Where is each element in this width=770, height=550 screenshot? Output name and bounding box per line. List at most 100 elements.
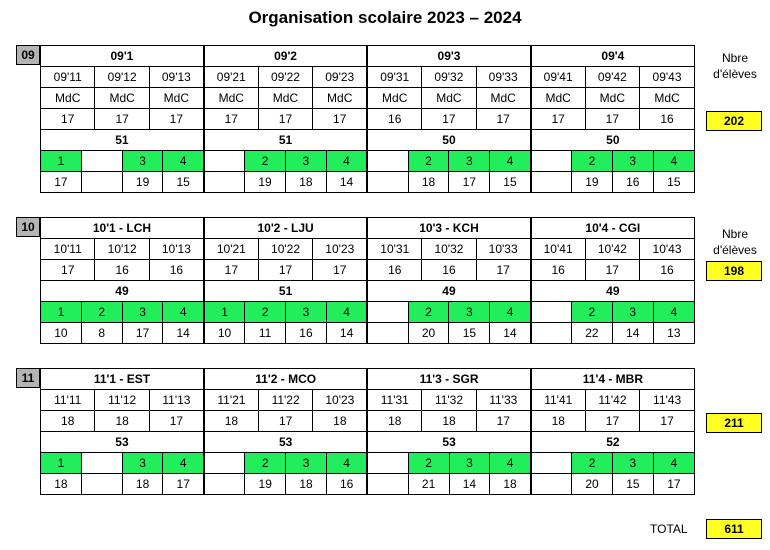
level-cell: 4 bbox=[325, 150, 368, 172]
grade-count-11: 211 bbox=[706, 413, 762, 433]
class-count: 17 bbox=[584, 410, 641, 432]
class-count: 17 bbox=[475, 259, 532, 281]
class-name: 09'13 bbox=[148, 66, 205, 88]
group-sum: 50 bbox=[529, 129, 695, 151]
level-cell: 3 bbox=[285, 452, 327, 474]
level-count bbox=[366, 322, 409, 344]
class-name: 09'22 bbox=[257, 66, 314, 88]
level-cell: 2 bbox=[571, 452, 613, 474]
class-name: 10'41 bbox=[529, 238, 586, 260]
grade-label-11: 11 bbox=[16, 368, 40, 388]
level-cell: 2 bbox=[570, 301, 613, 323]
class-name: 11'13 bbox=[148, 389, 205, 411]
class-name: 10'23 bbox=[312, 389, 368, 411]
class-count: 17 bbox=[257, 259, 314, 281]
class-count: 17 bbox=[639, 410, 695, 432]
level-cell: 2 bbox=[244, 150, 286, 172]
class-name: 10'33 bbox=[475, 238, 532, 260]
grade-label-10: 10 bbox=[16, 217, 40, 237]
group-header: 11'1 - EST bbox=[39, 368, 205, 390]
level-cell: 4 bbox=[489, 301, 532, 323]
class-count: 16 bbox=[366, 108, 423, 130]
level-cell: 4 bbox=[325, 452, 368, 474]
class-mdc: MdC bbox=[475, 87, 532, 109]
class-count: 16 bbox=[148, 259, 205, 281]
class-mdc: MdC bbox=[421, 87, 477, 109]
class-name: 09'43 bbox=[639, 66, 695, 88]
class-name: 09'23 bbox=[312, 66, 368, 88]
level-cell bbox=[80, 452, 123, 474]
class-count: 17 bbox=[148, 108, 205, 130]
level-count bbox=[202, 171, 246, 193]
class-mdc: MdC bbox=[312, 87, 368, 109]
level-count: 18 bbox=[40, 473, 82, 495]
level-count: 17 bbox=[652, 473, 696, 495]
class-count: 17 bbox=[39, 259, 96, 281]
group-header: 11'2 - MCO bbox=[202, 368, 368, 390]
level-cell bbox=[529, 150, 573, 172]
class-count: 18 bbox=[529, 410, 586, 432]
class-mdc: MdC bbox=[148, 87, 205, 109]
level-cell: 4 bbox=[162, 301, 205, 323]
class-count: 18 bbox=[39, 410, 96, 432]
level-cell: 4 bbox=[489, 452, 532, 474]
class-name: 09'31 bbox=[366, 66, 423, 88]
level-count: 21 bbox=[407, 473, 450, 495]
level-count: 17 bbox=[162, 473, 205, 495]
grade-table-11: 11'1 - EST 11'2 - MCO 11'3 - SGR 11'4 - MBR… bbox=[39, 368, 696, 495]
level-count: 15 bbox=[162, 171, 205, 193]
level-count: 19 bbox=[244, 473, 287, 495]
level-count: 14 bbox=[489, 322, 532, 344]
total-value: 611 bbox=[706, 519, 762, 539]
level-count bbox=[529, 473, 573, 495]
class-name: 10'31 bbox=[366, 238, 423, 260]
level-cell: 3 bbox=[448, 452, 491, 474]
group-header: 10'2 - LJU bbox=[202, 217, 368, 239]
class-name: 11'43 bbox=[639, 389, 695, 411]
level-cell: 4 bbox=[162, 452, 205, 474]
class-mdc: MdC bbox=[94, 87, 150, 109]
class-name: 10'13 bbox=[148, 238, 205, 260]
class-mdc: MdC bbox=[529, 87, 586, 109]
group-sum: 51 bbox=[39, 129, 205, 151]
class-count: 17 bbox=[39, 108, 96, 130]
level-count: 18 bbox=[407, 171, 450, 193]
class-name: 09'21 bbox=[202, 66, 259, 88]
level-cell: 4 bbox=[652, 452, 696, 474]
class-name: 09'32 bbox=[421, 66, 477, 88]
level-cell: 1 bbox=[40, 301, 82, 323]
level-count bbox=[366, 171, 409, 193]
class-count: 16 bbox=[94, 259, 150, 281]
class-count: 17 bbox=[202, 259, 259, 281]
level-count: 10 bbox=[202, 322, 246, 344]
class-count: 17 bbox=[584, 108, 641, 130]
level-count bbox=[202, 473, 246, 495]
class-count: 17 bbox=[94, 108, 150, 130]
grade-count-09: 202 bbox=[706, 111, 762, 131]
class-mdc: MdC bbox=[202, 87, 259, 109]
level-cell: 4 bbox=[325, 301, 368, 323]
class-count: 16 bbox=[639, 108, 695, 130]
class-name: 10'42 bbox=[584, 238, 641, 260]
level-cell bbox=[366, 301, 409, 323]
level-count: 14 bbox=[162, 322, 205, 344]
class-count: 16 bbox=[421, 259, 477, 281]
group-sum: 51 bbox=[202, 280, 368, 302]
level-cell: 3 bbox=[121, 150, 164, 172]
level-count: 14 bbox=[325, 171, 368, 193]
level-cell: 4 bbox=[162, 150, 205, 172]
class-count: 17 bbox=[257, 108, 314, 130]
level-cell bbox=[80, 150, 123, 172]
group-sum: 49 bbox=[529, 280, 695, 302]
level-count: 20 bbox=[571, 473, 613, 495]
page-title: Organisation scolaire 2023 – 2024 bbox=[248, 8, 522, 27]
level-count: 10 bbox=[40, 322, 82, 344]
class-name: 11'41 bbox=[529, 389, 586, 411]
level-cell: 2 bbox=[407, 452, 450, 474]
class-name: 09'12 bbox=[94, 66, 150, 88]
level-cell bbox=[366, 452, 409, 474]
level-count: 15 bbox=[448, 322, 491, 344]
class-count: 16 bbox=[639, 259, 695, 281]
grade-label-09: 09 bbox=[16, 45, 40, 65]
group-sum: 49 bbox=[366, 280, 532, 302]
